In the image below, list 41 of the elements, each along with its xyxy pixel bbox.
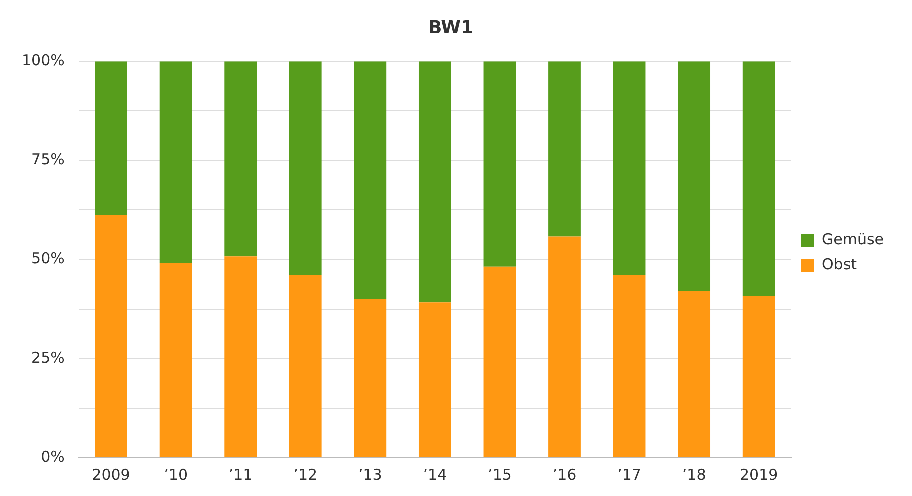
x-tick-label: ’16 — [552, 466, 577, 484]
y-tick-label: 100% — [22, 51, 65, 70]
legend-label: Obst — [822, 255, 858, 274]
bar — [548, 62, 581, 237]
x-tick-label: ’18 — [682, 466, 706, 484]
bar — [484, 62, 516, 267]
bar — [224, 62, 258, 257]
bar — [354, 299, 387, 458]
bar — [95, 62, 128, 216]
bar — [418, 302, 452, 458]
bar — [289, 275, 322, 458]
x-tick-label: ’15 — [488, 466, 512, 484]
x-tick-label: 2009 — [92, 466, 130, 484]
chart-title: BW1 — [428, 17, 474, 38]
x-tick-label: ’14 — [423, 466, 448, 484]
bar — [95, 215, 128, 458]
x-tick-label: 2019 — [740, 466, 778, 484]
bar — [289, 62, 322, 276]
bar — [160, 62, 192, 263]
y-tick-label: 25% — [32, 348, 65, 367]
bar — [354, 62, 387, 300]
legend-label: Gemüse — [822, 230, 884, 248]
y-tick-label: 0% — [41, 448, 65, 466]
x-tick-label: ’10 — [164, 466, 188, 484]
x-tick-label: ’17 — [618, 466, 642, 484]
bar — [742, 296, 776, 458]
bar — [678, 291, 711, 458]
bar — [548, 236, 581, 458]
x-tick-label: ’13 — [358, 466, 382, 484]
bar — [613, 62, 646, 276]
bar — [224, 256, 258, 458]
bar — [418, 62, 452, 303]
bar — [742, 62, 776, 296]
y-tick-label: 75% — [32, 150, 65, 169]
bar — [484, 266, 516, 458]
x-tick-label: ’11 — [228, 466, 253, 484]
bar — [613, 275, 646, 458]
bar — [160, 262, 192, 458]
bar — [678, 62, 711, 292]
x-tick-label: ’12 — [294, 466, 318, 484]
y-tick-label: 50% — [32, 250, 65, 268]
